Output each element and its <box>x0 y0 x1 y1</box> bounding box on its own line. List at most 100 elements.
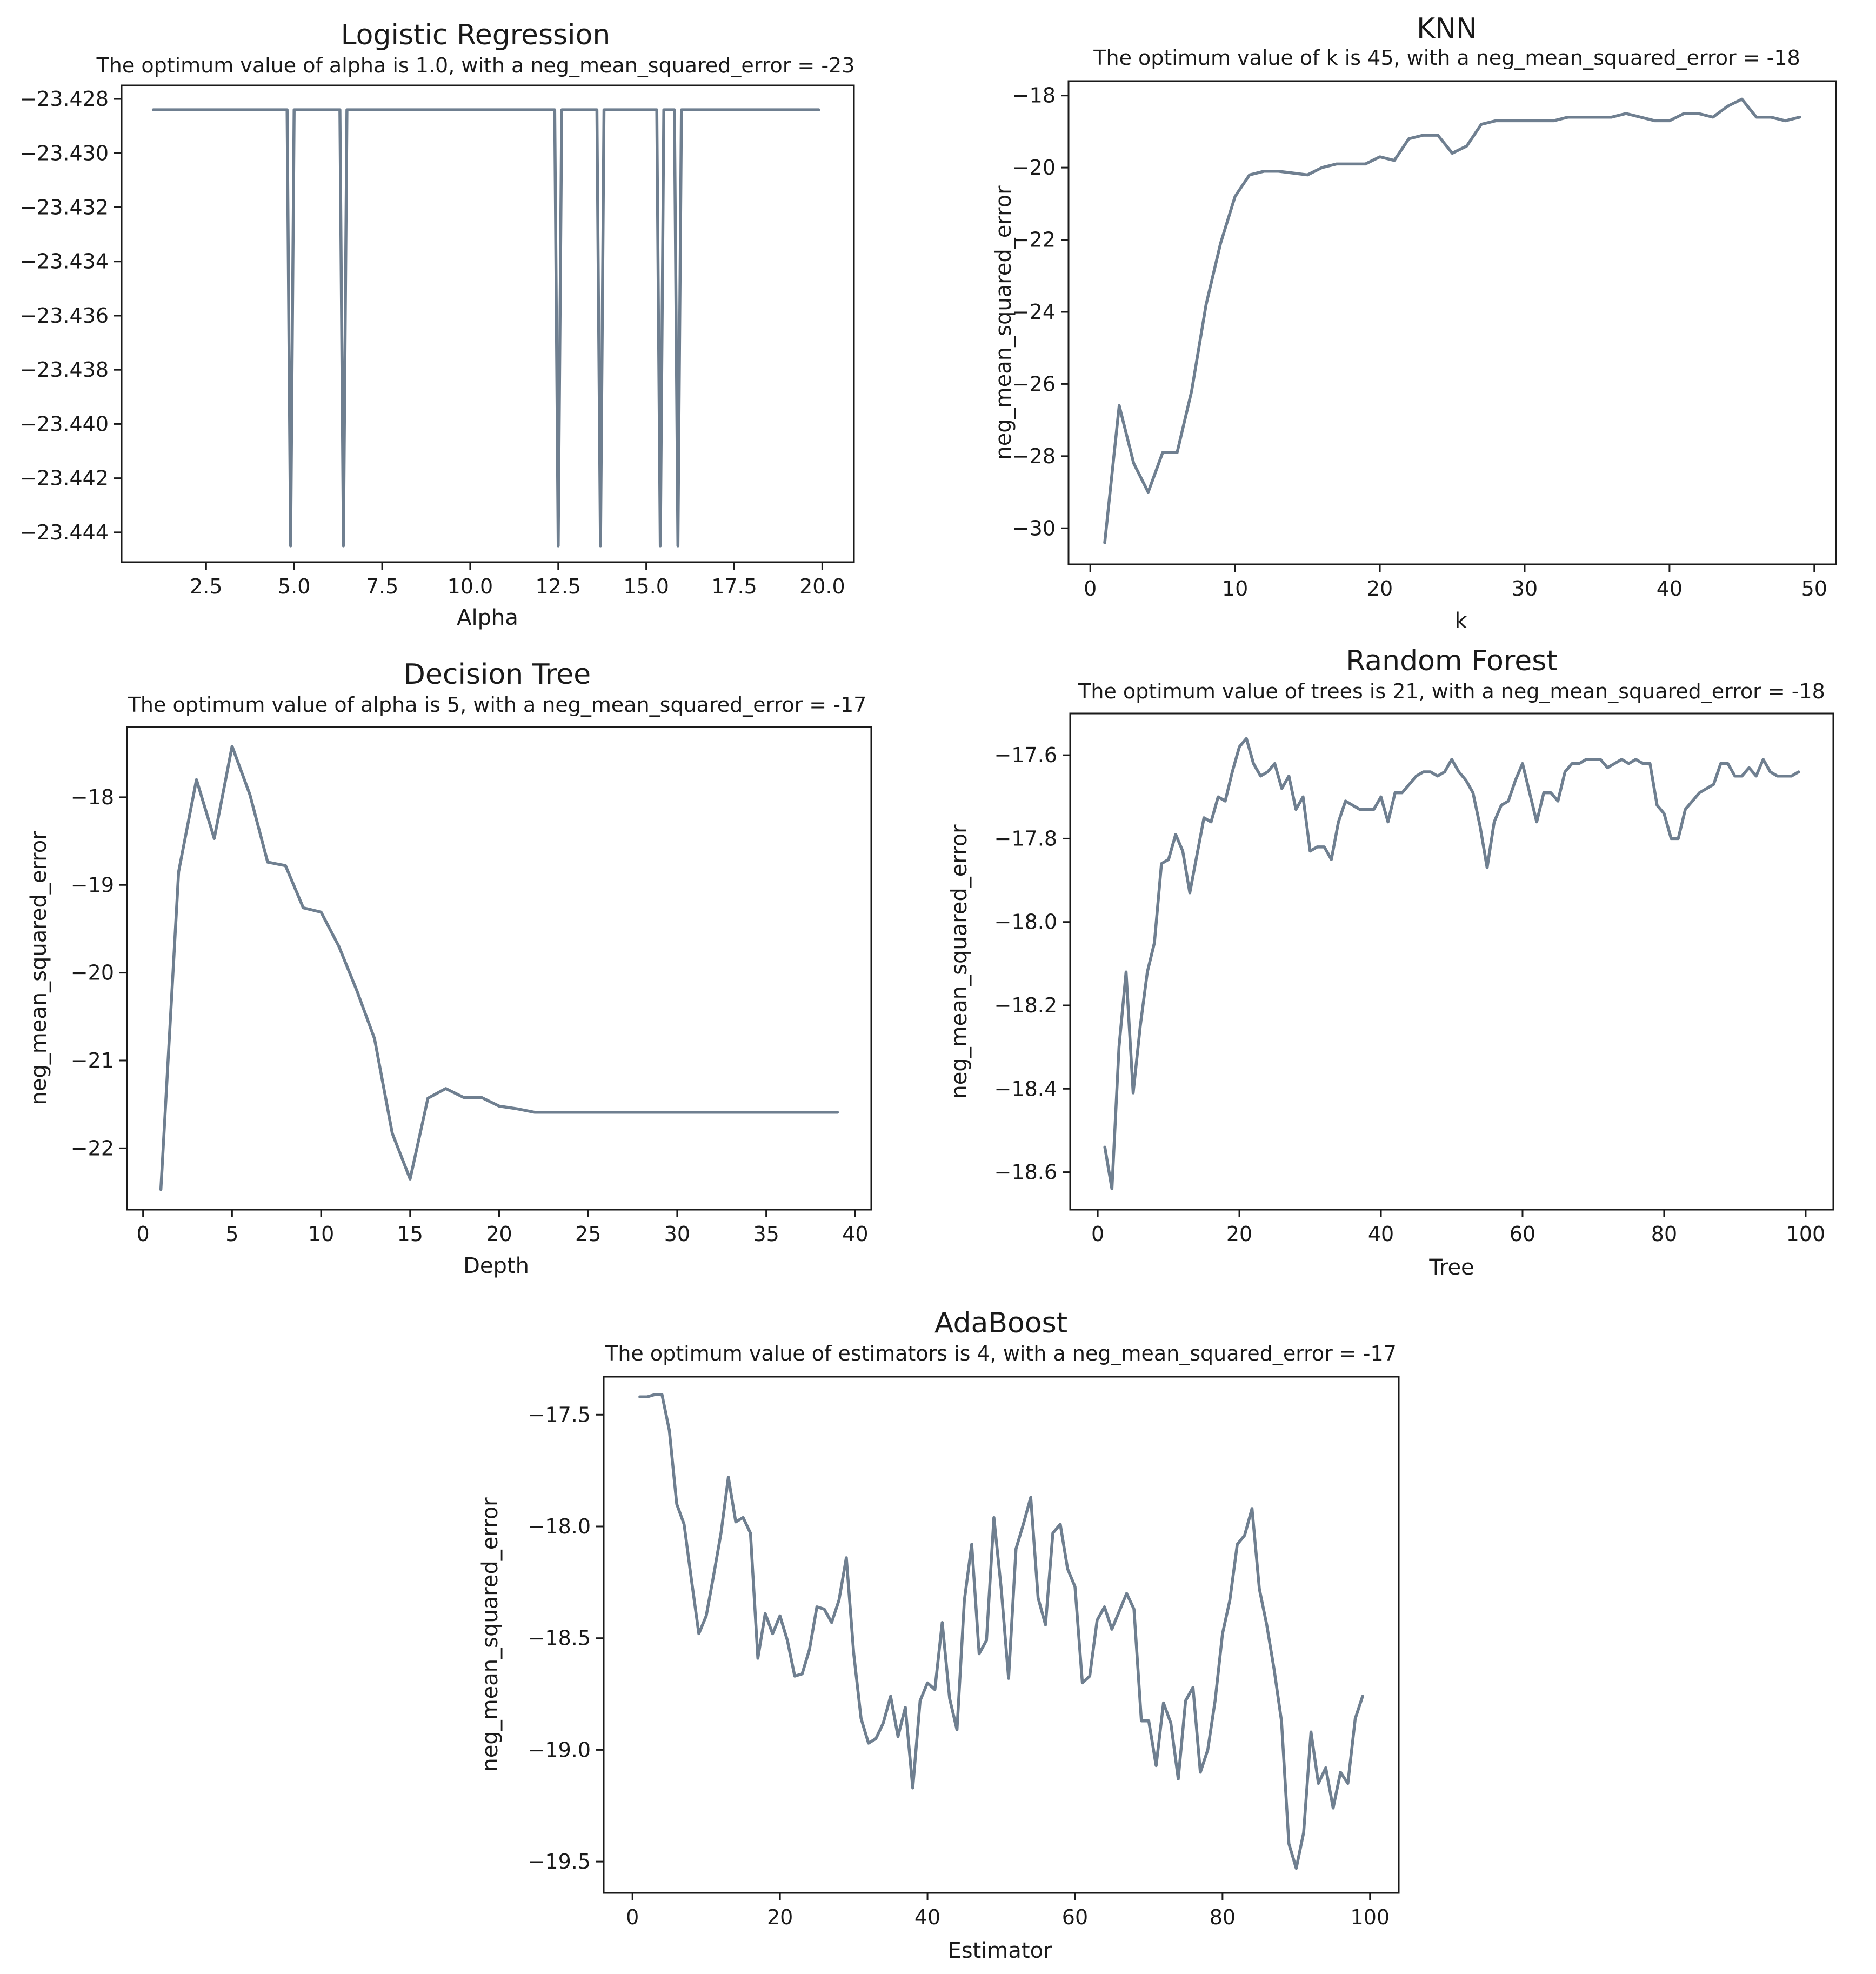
x-tick-label: 60 <box>1510 1222 1535 1246</box>
x-tick-label: 10 <box>308 1222 334 1246</box>
y-axis-label: neg_mean_squared_error <box>478 1497 503 1772</box>
y-tick-label: −18 <box>1012 84 1056 108</box>
y-tick-label: −21 <box>71 1049 114 1072</box>
y-tick-label: −26 <box>1012 372 1056 396</box>
series-line <box>1103 737 1800 1191</box>
x-tick-label: 30 <box>664 1222 690 1246</box>
y-axis-label: neg_mean_squared_error <box>991 185 1016 460</box>
chart-adaboost: AdaBoost The optimum value of estimators… <box>478 1307 1400 1963</box>
x-tick-label: 40 <box>842 1222 868 1246</box>
x-tick-label: 25 <box>575 1222 601 1246</box>
x-tick-label: 0 <box>137 1222 150 1246</box>
y-tick-label: −23.428 <box>19 87 109 111</box>
chart-knn: KNN The optimum value of k is 45, with a… <box>991 12 1837 633</box>
plot-area: 2.5 5.0 7.5 10.0 12.5 15.0 17.5 20.0 −23.428 −23.… <box>19 84 855 598</box>
x-tick-label: 80 <box>1210 1905 1236 1929</box>
chart-subtitle: The optimum value of alpha is 1.0, with … <box>96 54 855 77</box>
x-tick-label: 40 <box>1368 1222 1394 1246</box>
x-tick-label: 40 <box>1657 577 1683 601</box>
y-tick-label: −17.6 <box>994 743 1057 767</box>
x-tick-label: 100 <box>1786 1222 1826 1246</box>
chart-subtitle: The optimum value of alpha is 5, with a … <box>128 693 867 717</box>
x-tick-label: 60 <box>1062 1905 1088 1929</box>
y-tick-label: −18.2 <box>994 993 1057 1017</box>
x-tick-label: 30 <box>1512 577 1538 601</box>
series-line <box>151 108 820 548</box>
x-tick-label: 10.0 <box>448 575 493 598</box>
y-tick-label: −23.430 <box>19 141 109 165</box>
x-axis-label: k <box>1454 609 1467 633</box>
y-tick-label: −30 <box>1012 516 1056 540</box>
chart-title: Logistic Regression <box>341 19 611 51</box>
y-tick-label: −17.8 <box>994 826 1057 850</box>
x-tick-label: 0 <box>626 1905 639 1929</box>
chart-title: AdaBoost <box>934 1307 1067 1339</box>
y-tick-label: −18.5 <box>528 1626 591 1650</box>
y-tick-label: −18.0 <box>994 910 1057 934</box>
plot-area: 0 20 40 60 80 100 −17.6 −17.8 −18.0 −18.2 −18.4 −18… <box>994 712 1834 1246</box>
x-tick-label: 0 <box>1091 1222 1104 1246</box>
x-tick-label: 35 <box>753 1222 779 1246</box>
y-tick-label: −19 <box>71 873 114 897</box>
chart-random-forest: Random Forest The optimum value of trees… <box>947 645 1834 1280</box>
x-tick-label: 100 <box>1351 1905 1390 1929</box>
x-tick-label: 15.0 <box>623 575 669 598</box>
chart-subtitle: The optimum value of k is 45, with a neg… <box>1093 46 1800 70</box>
y-tick-label: −23.436 <box>19 304 109 328</box>
x-tick-label: 80 <box>1651 1222 1677 1246</box>
chart-logistic-regression: Logistic Regression The optimum value of… <box>19 19 855 630</box>
axes-frame <box>603 1376 1400 1894</box>
series-line <box>1103 97 1801 544</box>
x-tick-label: 50 <box>1801 577 1827 601</box>
x-tick-label: 20 <box>486 1222 512 1246</box>
x-axis-label: Estimator <box>948 1938 1053 1963</box>
y-tick-label: −18 <box>71 785 114 809</box>
y-tick-label: −22 <box>71 1136 114 1160</box>
plot-area: 0 5 10 15 20 25 30 35 40 −18 −19 −20 −21 −22 <box>71 726 872 1246</box>
series-line <box>638 1393 1364 1870</box>
chart-title: Decision Tree <box>404 658 591 691</box>
x-tick-label: 15 <box>397 1222 423 1246</box>
y-tick-label: −20 <box>1012 156 1056 179</box>
x-axis-label: Depth <box>463 1253 529 1278</box>
x-tick-label: 17.5 <box>711 575 757 598</box>
y-tick-label: −19.0 <box>528 1738 591 1762</box>
x-axis-label: Alpha <box>457 605 518 630</box>
x-tick-label: 12.5 <box>535 575 581 598</box>
chart-decision-tree: Decision Tree The optimum value of alpha… <box>26 658 872 1278</box>
y-tick-label: −18.0 <box>528 1515 591 1538</box>
x-tick-label: 20 <box>1226 1222 1252 1246</box>
y-tick-label: −19.5 <box>528 1850 591 1873</box>
y-tick-label: −23.444 <box>19 521 109 544</box>
series-line <box>159 744 839 1191</box>
y-tick-label: −22 <box>1012 228 1056 252</box>
y-tick-label: −23.434 <box>19 250 109 274</box>
x-tick-label: 10 <box>1222 577 1248 601</box>
y-tick-label: −17.5 <box>528 1403 591 1426</box>
y-axis-label: neg_mean_squared_error <box>947 824 972 1099</box>
chart-subtitle: The optimum value of estimators is 4, wi… <box>605 1342 1397 1365</box>
x-tick-label: 20 <box>767 1905 793 1929</box>
x-axis-label: Tree <box>1428 1255 1474 1280</box>
x-tick-label: 20 <box>1367 577 1393 601</box>
x-tick-label: 7.5 <box>366 575 398 598</box>
axes-frame <box>1067 80 1837 565</box>
y-tick-label: −24 <box>1012 300 1056 324</box>
x-tick-label: 5.0 <box>278 575 310 598</box>
plot-area: 0 10 20 30 40 50 −18 −20 −22 −24 −26 −28 −30 <box>1012 80 1837 601</box>
y-tick-label: −23.432 <box>19 196 109 219</box>
x-tick-label: 40 <box>914 1905 940 1929</box>
y-tick-label: −23.440 <box>19 412 109 436</box>
y-tick-label: −28 <box>1012 444 1056 468</box>
x-tick-label: 20.0 <box>799 575 845 598</box>
chart-title: Random Forest <box>1346 645 1557 677</box>
y-tick-label: −20 <box>71 961 114 985</box>
chart-title: KNN <box>1417 12 1477 45</box>
chart-subtitle: The optimum value of trees is 21, with a… <box>1078 679 1825 703</box>
x-tick-label: 5 <box>225 1222 238 1246</box>
y-tick-label: −18.4 <box>994 1077 1057 1101</box>
x-tick-label: 0 <box>1084 577 1097 601</box>
x-tick-label: 2.5 <box>190 575 222 598</box>
